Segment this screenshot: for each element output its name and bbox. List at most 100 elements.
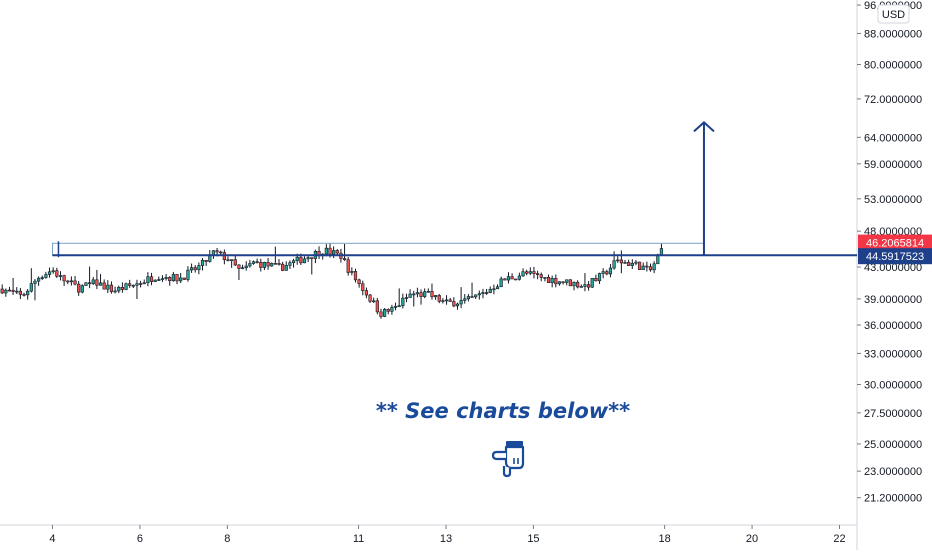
candle-body — [266, 261, 270, 267]
candle-body — [4, 289, 8, 294]
candle-body — [357, 279, 361, 285]
candle-body — [66, 280, 70, 283]
candle-body — [597, 273, 602, 282]
candle-body — [641, 265, 645, 270]
candle-body — [117, 286, 121, 292]
price-tick-label: 21.2000000 — [864, 493, 922, 505]
candle-body — [521, 271, 525, 277]
currency-label: USD — [882, 9, 905, 21]
annotation-text: ** See charts below** — [376, 399, 630, 423]
candle-body — [131, 284, 135, 287]
time-tick-label: 20 — [746, 533, 758, 545]
candle-body — [120, 286, 124, 290]
candle-body — [295, 256, 299, 262]
last-price-label: 46.2065814 — [866, 238, 924, 250]
candle-body — [98, 282, 103, 286]
candle-body — [510, 276, 514, 280]
candle-body — [306, 257, 310, 260]
candle-body — [160, 278, 165, 280]
price-tick-label: 27.5000000 — [864, 408, 922, 420]
candle-body — [412, 293, 416, 296]
candle-body — [514, 278, 518, 281]
candle-body — [437, 295, 441, 302]
candle-body — [0, 288, 4, 294]
candle-body — [226, 259, 230, 262]
candle-body — [656, 255, 660, 265]
candle-body — [590, 277, 594, 288]
candle-body — [277, 263, 281, 265]
candle-body — [434, 295, 438, 298]
level-price-tag: 44.5917523 — [858, 248, 932, 265]
candle-body — [37, 277, 41, 282]
candle-body — [393, 306, 398, 308]
candle-body — [353, 271, 358, 281]
candle-body — [372, 300, 376, 303]
candle-body — [485, 292, 489, 294]
time-axis: 4 6 8 11 13 15 18 20 22 — [49, 525, 846, 545]
candle-body — [62, 275, 66, 282]
candle-body — [605, 271, 609, 275]
candle-body — [379, 311, 383, 317]
candle-body — [623, 262, 627, 264]
candle-body — [652, 263, 656, 271]
candle-body — [240, 267, 245, 270]
candle-body — [200, 259, 205, 266]
price-tick-label: 39.0000000 — [864, 294, 922, 306]
time-tick-label: 8 — [224, 533, 230, 545]
candle-body — [193, 267, 197, 271]
candle-body — [332, 250, 336, 255]
candle-body — [423, 291, 427, 297]
candle-body — [204, 259, 208, 262]
candle-body — [401, 297, 405, 307]
candle-body — [33, 280, 37, 284]
candle-body — [466, 296, 470, 300]
candle-body — [149, 276, 154, 282]
candle-body — [182, 277, 186, 280]
candle-body — [164, 277, 168, 279]
candle-body — [383, 309, 387, 317]
candle-body — [244, 265, 248, 269]
candle-body — [58, 275, 63, 277]
candle-body — [15, 290, 19, 293]
candle-body — [324, 247, 328, 255]
candle-body — [73, 280, 77, 285]
candle-body — [40, 277, 44, 279]
candle-body — [302, 258, 307, 264]
level-price-tag-bg — [858, 248, 932, 265]
price-tick-label: 33.0000000 — [864, 348, 922, 360]
candle-body — [248, 263, 252, 267]
candle-body — [495, 286, 500, 290]
candle-body — [259, 261, 263, 268]
candle-body — [142, 282, 146, 285]
candle-body — [517, 275, 521, 280]
candle-body — [88, 282, 92, 285]
candle-body — [528, 271, 532, 274]
candle-body — [488, 288, 492, 293]
candle-body — [364, 290, 369, 296]
time-tick-label: 15 — [527, 533, 539, 545]
candle-body — [171, 274, 175, 282]
candle-body — [262, 261, 267, 268]
candle-body — [310, 257, 314, 259]
currency-box[interactable] — [877, 4, 910, 24]
candle-body — [361, 283, 365, 291]
candle-body — [26, 290, 30, 296]
candle-body — [273, 263, 277, 265]
last-price-tag: 46.2065814 — [858, 234, 932, 251]
candle-body — [503, 278, 507, 281]
candle-body — [535, 273, 540, 275]
candle-body — [634, 261, 638, 264]
candle-body — [138, 283, 143, 285]
candle-body — [80, 285, 84, 293]
candle-body — [532, 271, 536, 274]
time-tick-label: 4 — [49, 533, 55, 545]
candle-body — [255, 261, 259, 264]
candle-body — [645, 265, 649, 268]
candle-body — [390, 307, 394, 312]
price-tick-label: 23.0000000 — [864, 466, 922, 478]
candle-body — [284, 265, 288, 271]
candle-body — [179, 277, 183, 282]
candle-body — [648, 266, 653, 271]
